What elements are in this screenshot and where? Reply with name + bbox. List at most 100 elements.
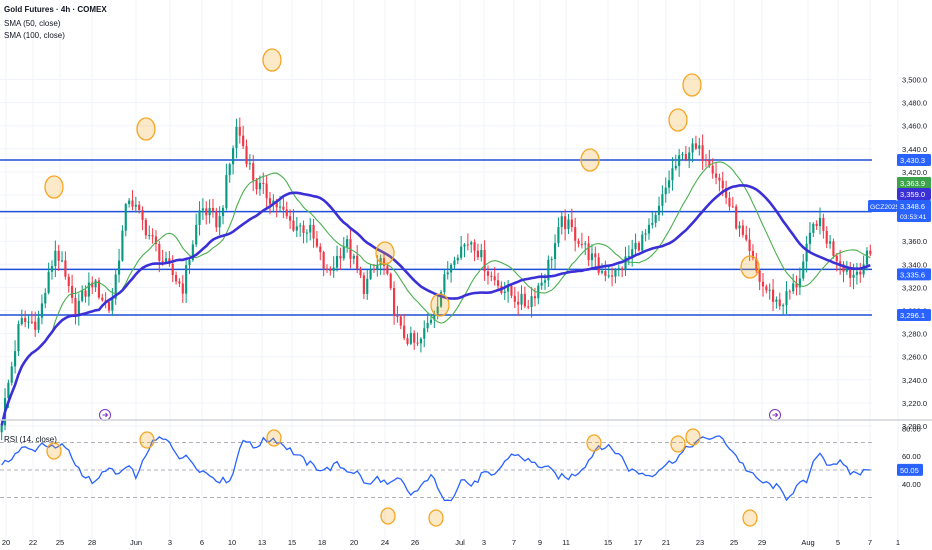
candle-body: [617, 268, 620, 270]
candle-body: [178, 281, 181, 284]
candle-body: [252, 163, 255, 181]
candle-body: [771, 289, 775, 302]
candle-body: [547, 259, 550, 281]
price-axis-label: 3,280.0: [902, 330, 927, 339]
candle-body: [282, 206, 285, 210]
candle-body: [587, 243, 590, 261]
candle-body: [758, 270, 761, 282]
candle-body: [114, 274, 117, 299]
candle-body: [97, 280, 101, 298]
candle-body: [621, 268, 624, 271]
candle-body: [369, 269, 372, 279]
candle-body: [496, 280, 500, 286]
candle-body: [285, 209, 288, 217]
candle-body: [795, 283, 798, 288]
candle-body: [329, 269, 332, 271]
candle-body: [362, 275, 365, 294]
candle-body: [832, 241, 835, 256]
candle-body: [299, 225, 302, 227]
candle-body: [232, 148, 235, 165]
sma50-legend[interactable]: SMA (50, close): [4, 19, 61, 28]
candle-body: [376, 264, 379, 270]
candle-body: [694, 143, 697, 149]
sma100-legend[interactable]: SMA (100, close): [4, 31, 65, 40]
candle-body: [755, 258, 758, 271]
candle-body: [158, 243, 161, 261]
candle-body: [845, 268, 848, 272]
candle-body: [144, 219, 147, 236]
rsi-marker-circle: [380, 507, 396, 525]
earnings-event-icon[interactable]: [769, 409, 781, 421]
candle-body: [154, 236, 158, 244]
candle-body: [852, 274, 855, 278]
candle-body: [691, 143, 694, 153]
candle-body: [510, 286, 513, 296]
candle-body: [359, 268, 362, 276]
candle-body: [597, 257, 600, 273]
price-axis-label: 3,420.0: [902, 168, 927, 177]
candle-body: [278, 206, 282, 208]
chart-title: Gold Futures · 4h · COMEX: [4, 5, 107, 14]
time-axis-label: 28: [88, 538, 96, 547]
candle-body: [64, 260, 67, 277]
price-axis-label: 3,200.0: [902, 422, 927, 431]
candle-body: [523, 293, 526, 307]
price-axis-label: 3,320.0: [902, 283, 927, 292]
candle-body: [725, 188, 728, 198]
candle-body: [825, 230, 828, 244]
rsi-axis[interactable]: 40.00 60.00 80.00: [902, 425, 921, 489]
sma50-value-tag-bg: [897, 177, 931, 189]
candle-body: [101, 297, 104, 301]
rsi-axis-label: 80.00: [902, 425, 921, 434]
candle-body: [423, 328, 426, 339]
candle-body: [483, 249, 486, 272]
candle-body: [91, 282, 94, 288]
candle-body: [342, 246, 345, 259]
support-resistance-lines[interactable]: [0, 159, 872, 316]
candle-body: [463, 244, 466, 247]
swing-marker-circle: [668, 108, 688, 132]
time-axis[interactable]: 20 22 25 28 Jun 3 6 10 13 15 18 20 24 26 Jul 3 7 9 11 15 17 2…: [2, 538, 900, 547]
candle-body: [741, 225, 744, 235]
candle-body: [668, 180, 671, 188]
earnings-event-icon[interactable]: [99, 409, 111, 421]
rsi-legend[interactable]: RSI (14, close): [4, 435, 57, 444]
candle-body: [631, 249, 634, 256]
candle-body: [24, 317, 27, 322]
event-markers[interactable]: [99, 409, 781, 421]
swing-marker-circle: [740, 255, 760, 279]
candle-body: [332, 267, 335, 271]
candlestick-series: [0, 117, 872, 441]
last-price-symbol: GCZ2025: [870, 204, 900, 211]
candle-body: [527, 306, 530, 308]
candle-body: [849, 268, 852, 278]
time-axis-label: 24: [381, 538, 389, 547]
candle-body: [574, 227, 577, 241]
candle-body: [419, 338, 422, 344]
price-axis[interactable]: 3,200.03,220.03,240.03,260.03,280.03,300…: [902, 76, 927, 432]
candle-body: [201, 208, 204, 211]
candle-body: [564, 216, 567, 230]
price-axis-label: 3,360.0: [902, 237, 927, 246]
candle-body: [433, 313, 436, 320]
candle-body: [67, 276, 70, 286]
candle-body: [84, 290, 87, 297]
last-price-value: 3,348.6: [900, 202, 925, 211]
level-tag-3430-text: 3,430.3: [900, 156, 925, 165]
rsi-bands: [0, 441, 872, 499]
candle-body: [490, 275, 493, 277]
candle-body: [0, 425, 3, 433]
candle-body: [409, 333, 412, 344]
rsi-markers: [46, 428, 758, 527]
candle-body: [738, 225, 741, 229]
candle-body: [513, 295, 516, 302]
candle-body: [782, 305, 785, 307]
candle-body: [698, 145, 701, 149]
time-axis-label: Aug: [801, 538, 814, 547]
candle-body: [822, 217, 825, 231]
candle-body: [175, 275, 178, 282]
candle-body: [657, 205, 661, 215]
candle-body: [711, 165, 714, 174]
candle-body: [788, 291, 791, 293]
